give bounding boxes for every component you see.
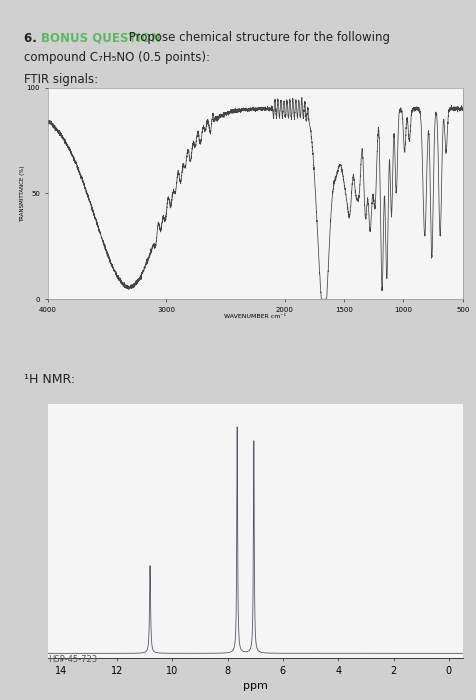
Text: ¹H NMR:: ¹H NMR: xyxy=(24,374,75,386)
Text: BONUS QUESTION: BONUS QUESTION xyxy=(40,32,160,45)
Text: HSP-45-723: HSP-45-723 xyxy=(48,654,97,664)
Text: FTIR signals:: FTIR signals: xyxy=(24,74,98,87)
Text: 6.: 6. xyxy=(24,32,41,45)
X-axis label: WAVENUMBER cm⁻¹: WAVENUMBER cm⁻¹ xyxy=(224,314,286,319)
Y-axis label: TRANSMITTANCE (%): TRANSMITTANCE (%) xyxy=(20,165,25,222)
Text: Propose chemical structure for the following: Propose chemical structure for the follo… xyxy=(125,32,390,45)
Text: compound C₇H₅NO (0.5 points):: compound C₇H₅NO (0.5 points): xyxy=(24,51,209,64)
X-axis label: ppm: ppm xyxy=(242,681,267,691)
